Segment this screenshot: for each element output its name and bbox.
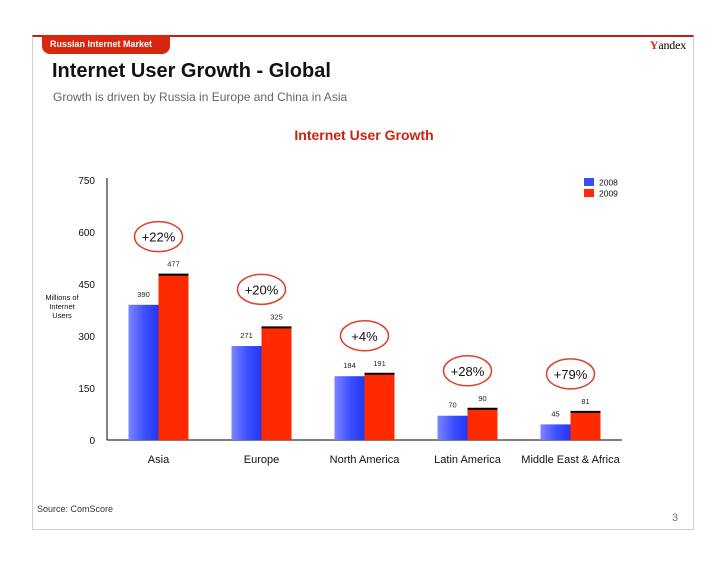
- growth-label: +20%: [245, 282, 279, 297]
- growth-circle: [339, 320, 390, 352]
- x-tick-label: Latin America: [434, 454, 502, 466]
- growth-circle: [545, 358, 596, 390]
- bar-2009: [261, 327, 292, 440]
- data-label-2009: 191: [373, 359, 386, 368]
- logo-initial: Y: [649, 38, 659, 52]
- x-tick-label: Middle East & Africa: [521, 454, 620, 466]
- chart-annotations: +22% +20% +4% +28% +79%: [133, 220, 596, 390]
- bar-2008: [437, 415, 468, 440]
- data-label-2008: 45: [551, 409, 559, 418]
- data-label-2009: 325: [270, 312, 283, 321]
- legend-swatch-2009: [584, 189, 594, 197]
- data-label-2009: 81: [581, 397, 589, 406]
- growth-label: +22%: [142, 230, 176, 245]
- legend-label-2008: 2008: [599, 178, 618, 188]
- logo-rest: andex: [658, 38, 686, 52]
- y-axis-label: Millions of Internet Users: [45, 293, 79, 320]
- y-tick-label: 150: [78, 384, 95, 395]
- chart-title: Internet User Growth: [294, 127, 433, 143]
- y-axis-label-line: Users: [52, 311, 72, 320]
- section-tab: Russian Internet Market: [42, 35, 170, 54]
- y-axis-label-line: Millions of: [45, 293, 79, 302]
- x-tick-label: Europe: [244, 454, 279, 466]
- bar-2009: [158, 274, 189, 440]
- bar-2008: [128, 304, 159, 440]
- y-tick-label: 450: [78, 280, 95, 291]
- data-label-2008: 390: [137, 290, 150, 299]
- bar-2008: [334, 376, 365, 440]
- growth-circle: [236, 273, 287, 306]
- y-tick-label: 600: [78, 228, 95, 239]
- growth-label: +79%: [554, 367, 588, 382]
- bar-2008: [540, 424, 571, 440]
- growth-circle: [442, 355, 493, 387]
- bar-2009: [364, 373, 395, 440]
- data-label-2008: 184: [343, 361, 356, 370]
- growth-label: +4%: [351, 329, 378, 344]
- yandex-logo: Yandex: [650, 38, 686, 53]
- page-subtitle: Growth is driven by Russia in Europe and…: [53, 90, 348, 104]
- x-tick-label: North America: [330, 454, 401, 466]
- legend-swatch-2008: [584, 178, 594, 186]
- source-note: Source: ComScore: [37, 504, 114, 514]
- data-label-2009: 90: [478, 394, 486, 403]
- y-tick-label: 750: [78, 176, 95, 187]
- data-label-2008: 70: [448, 401, 456, 410]
- data-label-2008: 271: [240, 331, 253, 340]
- page-title: Internet User Growth - Global: [52, 60, 331, 82]
- bar-2009: [570, 411, 601, 440]
- legend-label-2009: 2009: [599, 189, 618, 199]
- chart-bars: 390 477 271 325 184 191 70 90 45 81: [128, 260, 601, 440]
- bar-2009: [467, 408, 498, 440]
- page-number: 3: [672, 512, 679, 524]
- y-tick-label: 0: [89, 436, 95, 447]
- growth-circle: [133, 220, 184, 253]
- x-tick-label: Asia: [148, 454, 170, 466]
- growth-label: +28%: [451, 364, 485, 379]
- data-label-2009: 477: [167, 260, 180, 269]
- bar-2008: [231, 346, 262, 440]
- slide-frame: [32, 35, 694, 530]
- y-axis-label-line: Internet: [49, 302, 75, 311]
- y-tick-label: 300: [78, 332, 95, 343]
